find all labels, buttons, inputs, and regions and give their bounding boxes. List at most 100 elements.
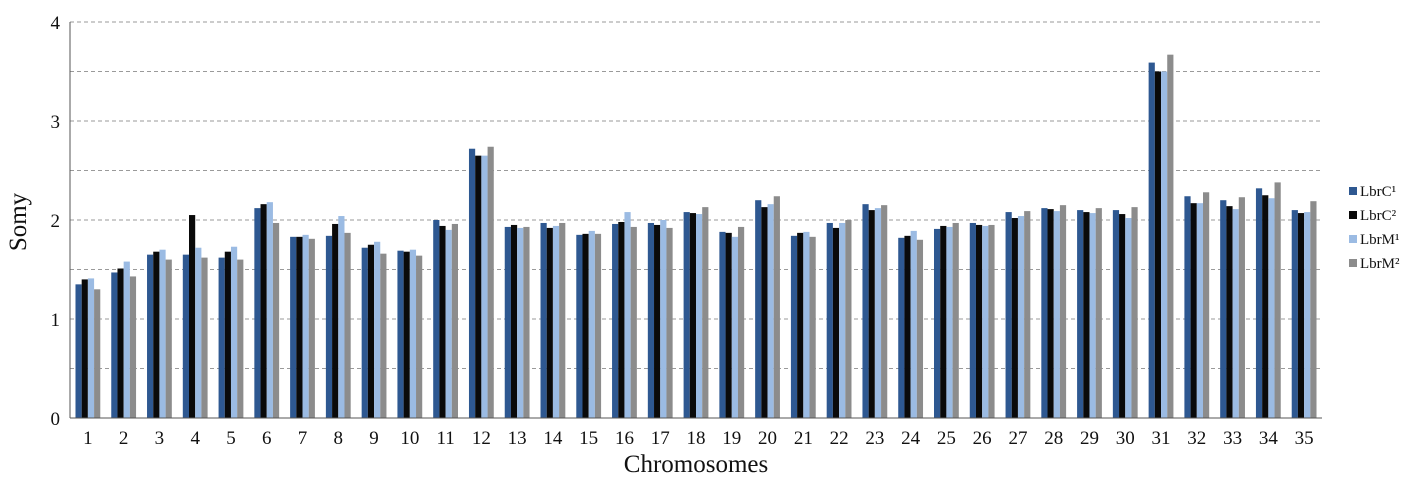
bar bbox=[797, 232, 804, 418]
bar bbox=[845, 220, 852, 418]
bar bbox=[904, 235, 911, 418]
bar bbox=[380, 253, 387, 418]
bar bbox=[1041, 208, 1048, 418]
x-tick-label: 20 bbox=[758, 428, 777, 449]
bar bbox=[165, 259, 172, 418]
bar bbox=[576, 234, 583, 418]
bar bbox=[1196, 203, 1203, 418]
bar bbox=[952, 222, 959, 418]
bar bbox=[81, 279, 88, 418]
bar bbox=[862, 204, 869, 418]
bar bbox=[624, 212, 631, 418]
bar bbox=[1262, 195, 1269, 418]
x-tick-label: 5 bbox=[226, 428, 236, 449]
axes bbox=[69, 22, 1322, 419]
bar bbox=[123, 261, 130, 418]
bar bbox=[1125, 218, 1132, 418]
x-axis-title: Chromosomes bbox=[624, 451, 768, 478]
bar bbox=[189, 215, 196, 418]
bar bbox=[647, 222, 655, 418]
bar bbox=[433, 220, 440, 418]
bar bbox=[260, 204, 267, 418]
x-tick-label: 16 bbox=[615, 428, 634, 449]
bar bbox=[230, 246, 238, 418]
x-tick-label: 10 bbox=[400, 428, 419, 449]
bar bbox=[409, 249, 417, 418]
bar bbox=[1203, 192, 1210, 418]
bar bbox=[75, 284, 82, 418]
bar bbox=[546, 227, 553, 418]
bar bbox=[87, 278, 95, 418]
bar bbox=[832, 227, 840, 418]
bar bbox=[874, 208, 882, 418]
bar bbox=[1255, 188, 1263, 418]
bar bbox=[1184, 196, 1191, 418]
x-tick-label: 27 bbox=[1008, 428, 1027, 449]
bar bbox=[654, 224, 661, 418]
x-tick-label: 31 bbox=[1152, 428, 1171, 449]
bar bbox=[94, 289, 101, 418]
bar bbox=[338, 216, 345, 418]
x-tick-label: 35 bbox=[1295, 428, 1314, 449]
bar bbox=[982, 225, 989, 418]
bar bbox=[696, 214, 703, 418]
bar bbox=[725, 232, 732, 418]
bar bbox=[523, 226, 530, 418]
bar bbox=[582, 233, 589, 418]
x-tick-label: 14 bbox=[543, 428, 563, 449]
bar bbox=[881, 205, 888, 418]
bar bbox=[1053, 211, 1060, 418]
x-tick-label: 19 bbox=[722, 428, 741, 449]
bar bbox=[332, 223, 339, 418]
bar bbox=[344, 232, 351, 418]
bar bbox=[1024, 211, 1031, 418]
legend-swatch bbox=[1349, 187, 1357, 195]
bar bbox=[201, 257, 208, 418]
x-tick-label: 9 bbox=[369, 428, 379, 449]
bar bbox=[1304, 212, 1311, 418]
bar bbox=[1047, 209, 1054, 418]
bar bbox=[803, 231, 810, 418]
bar bbox=[988, 224, 995, 418]
bar bbox=[1095, 208, 1102, 418]
bar bbox=[182, 254, 189, 418]
legend-label: LbrC² bbox=[1360, 208, 1397, 224]
bar bbox=[1291, 210, 1298, 418]
bar bbox=[898, 237, 905, 418]
x-tick-label: 13 bbox=[508, 428, 527, 449]
legend-label: LbrC¹ bbox=[1360, 184, 1396, 200]
bar bbox=[1112, 210, 1120, 418]
bar bbox=[403, 251, 410, 418]
bar bbox=[839, 222, 846, 418]
bar bbox=[237, 259, 244, 418]
x-tick-label: 4 bbox=[190, 428, 200, 449]
y-tick-labels: 0 1 2 3 4 bbox=[51, 13, 61, 430]
bar bbox=[153, 251, 160, 418]
x-tick-label: 26 bbox=[973, 428, 992, 449]
bar bbox=[1238, 197, 1245, 418]
bar bbox=[325, 235, 333, 418]
y-tick-label: 4 bbox=[51, 13, 61, 34]
bar bbox=[702, 207, 709, 418]
bar bbox=[468, 148, 476, 418]
bar bbox=[975, 224, 983, 418]
bar bbox=[559, 222, 566, 418]
bar bbox=[1017, 216, 1025, 418]
bar bbox=[111, 272, 118, 418]
bar bbox=[159, 249, 166, 418]
legend: LbrC¹ LbrC² LbrM¹ LbrM² bbox=[1349, 184, 1400, 272]
bar bbox=[1167, 54, 1174, 419]
x-tick-label: 7 bbox=[298, 428, 308, 449]
bar bbox=[1154, 71, 1162, 418]
bar bbox=[1011, 218, 1018, 418]
bar bbox=[1059, 205, 1067, 418]
legend-label: LbrM² bbox=[1360, 256, 1400, 272]
bar bbox=[517, 227, 524, 418]
bar bbox=[1119, 214, 1126, 418]
bar bbox=[737, 226, 745, 418]
x-tick-label: 18 bbox=[687, 428, 706, 449]
x-tick-label: 8 bbox=[334, 428, 344, 449]
bar bbox=[1268, 198, 1275, 418]
x-tick-label: 24 bbox=[901, 428, 921, 449]
